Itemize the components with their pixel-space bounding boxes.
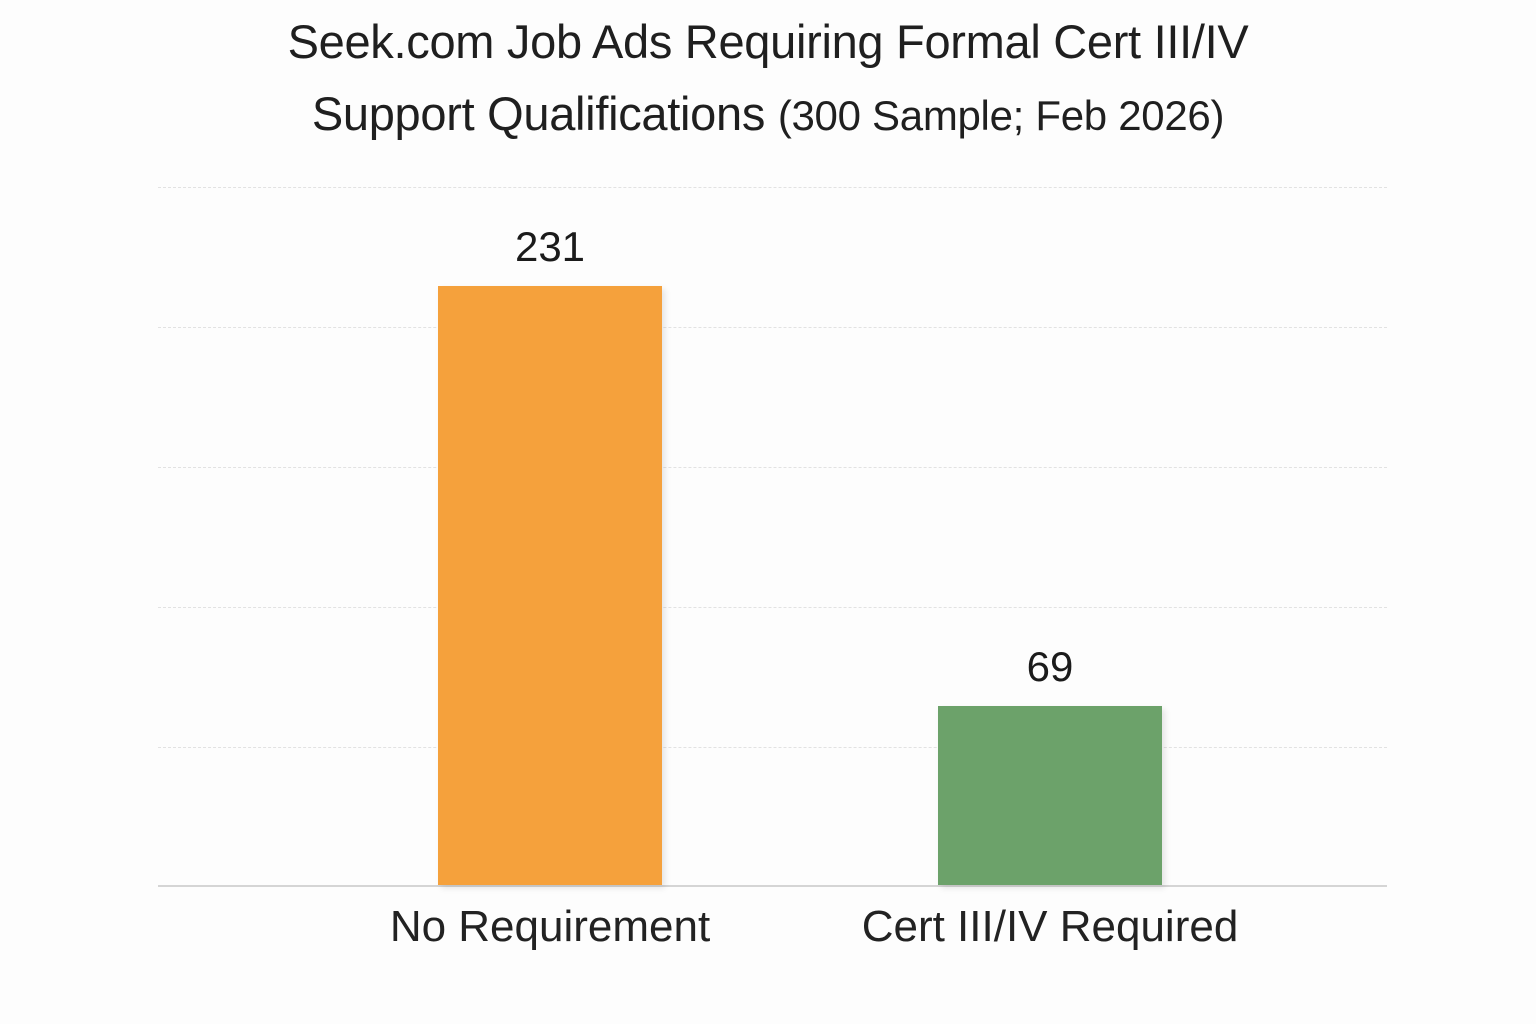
bar-group-cert-required: 69 Cert III/IV Required — [862, 187, 1239, 951]
chart-title-sample-note: (300 Sample; Feb 2026) — [777, 92, 1225, 139]
bar-value-label: 231 — [514, 223, 586, 271]
x-axis-label-no-requirement: No Requirement — [389, 902, 711, 951]
chart-title: Seek.com Job Ads Requiring Formal Cert I… — [0, 6, 1536, 152]
gridline — [158, 747, 1387, 748]
gridline — [158, 467, 1387, 468]
gridline — [158, 187, 1387, 188]
bar-group-no-requirement: 231 No Requirement — [390, 187, 710, 951]
chart-title-line1: Seek.com Job Ads Requiring Formal Cert I… — [287, 15, 1249, 68]
bar-value-label: 69 — [1026, 643, 1074, 691]
chart-title-line2: Support Qualifications (300 Sample; Feb … — [0, 78, 1536, 152]
gridline — [158, 607, 1387, 608]
chart-title-line2-main: Support Qualifications — [311, 87, 766, 140]
gridline — [158, 327, 1387, 328]
plot-area: 231 No Requirement 69 Cert III/IV Requir… — [158, 187, 1387, 951]
x-axis-label-cert-required: Cert III/IV Required — [861, 902, 1239, 951]
bar-cert-required — [938, 706, 1162, 885]
bar-no-requirement — [438, 286, 662, 885]
